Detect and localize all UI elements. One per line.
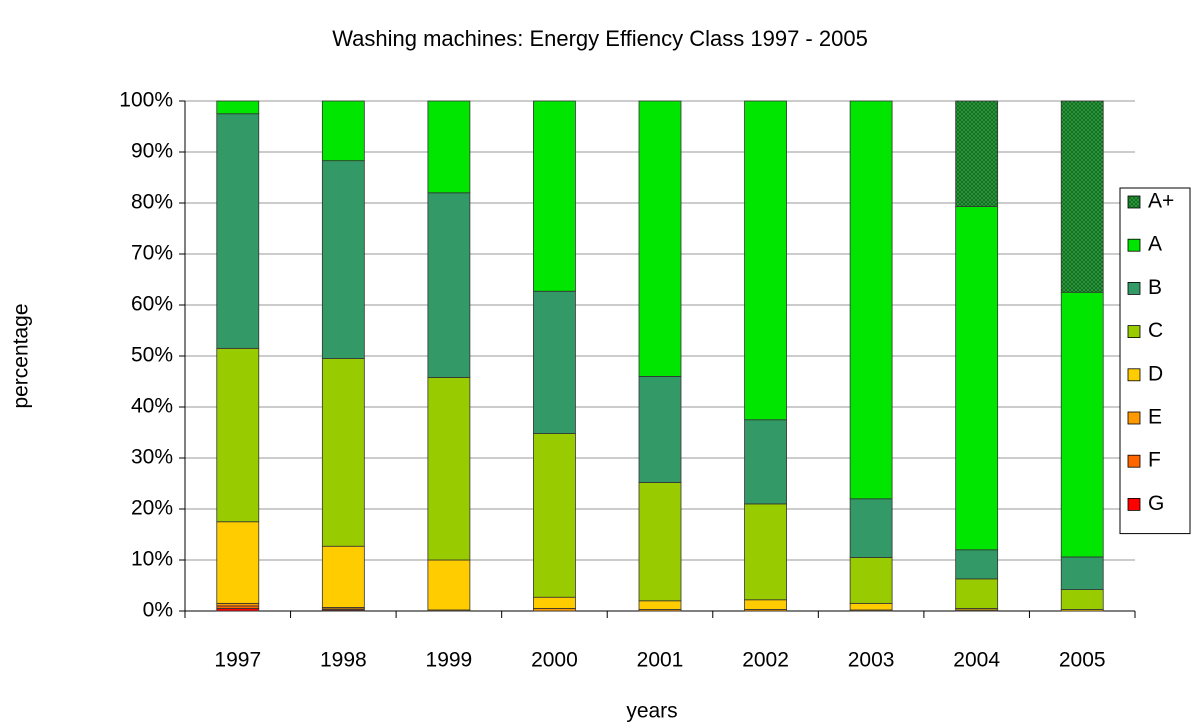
legend-label: A+: [1148, 190, 1174, 213]
bar-segment: [216, 100, 260, 115]
bar-segment: [638, 375, 682, 483]
bar-segment: [533, 433, 576, 598]
bar-segment: [955, 549, 999, 580]
bar-segment: [1060, 291, 1104, 558]
x-tick-label: 1998: [320, 649, 367, 672]
y-tick-label: 20%: [131, 497, 173, 520]
bar-segment: [955, 206, 999, 551]
y-tick-label: 80%: [131, 191, 173, 214]
bar-segment: [216, 347, 260, 523]
bar-segment: [321, 545, 365, 608]
y-tick-label: 40%: [131, 395, 173, 418]
bar-segment: [427, 192, 471, 378]
y-tick-label: 60%: [131, 293, 173, 316]
bar-segment: [427, 100, 471, 194]
bar-segment: [744, 503, 787, 601]
bar-segment: [849, 498, 893, 558]
bar-segment: [1060, 100, 1104, 293]
legend-label: F: [1148, 449, 1161, 472]
bar-segment: [533, 100, 576, 292]
bar-segment: [955, 100, 999, 207]
y-tick-label: 0%: [143, 599, 173, 622]
bar-segment: [744, 599, 787, 610]
chart-title: Washing machines: Energy Effiency Class …: [332, 26, 868, 51]
legend-swatch: [1127, 368, 1141, 382]
legend-swatch: [1127, 325, 1141, 339]
legend-label: D: [1148, 362, 1163, 385]
bar-segment: [216, 113, 260, 349]
x-tick-label: 1999: [426, 649, 473, 672]
legend-label: E: [1148, 406, 1162, 429]
legend-label: A: [1148, 233, 1162, 256]
bar-segment: [321, 100, 365, 162]
bar-segment: [638, 482, 682, 602]
bar-segment: [427, 377, 471, 561]
legend-swatch: [1127, 238, 1141, 252]
y-axis-label: percentage: [10, 303, 33, 408]
y-tick-label: 70%: [131, 242, 173, 265]
bar-segment: [427, 559, 471, 611]
y-tick-label: 90%: [131, 140, 173, 163]
x-tick-label: 2003: [848, 649, 895, 672]
x-axis-label: years: [626, 700, 677, 723]
legend-swatch: [1127, 195, 1141, 209]
bar-segment: [849, 602, 893, 611]
bar-segment: [955, 578, 999, 609]
bar-segment: [638, 100, 682, 377]
bar-segment: [533, 290, 576, 434]
bar-segment: [849, 100, 893, 500]
legend-label: G: [1148, 492, 1164, 515]
bar-segment: [744, 100, 787, 421]
legend-swatch: [1127, 454, 1141, 468]
x-tick-label: 2005: [1059, 649, 1106, 672]
bar-segment: [638, 600, 682, 610]
x-tick-label: 2001: [637, 649, 684, 672]
bar-segment: [744, 419, 787, 505]
x-tick-label: 1997: [214, 649, 261, 672]
bar-segment: [321, 160, 365, 359]
bar-segment: [1060, 556, 1104, 590]
legend-swatch: [1127, 411, 1141, 425]
legend-swatch: [1127, 281, 1141, 295]
y-tick-label: 30%: [131, 446, 173, 469]
legend-label: C: [1148, 319, 1163, 342]
x-tick-label: 2000: [531, 649, 578, 672]
y-tick-label: 100%: [119, 89, 173, 112]
bar-segment: [849, 557, 893, 604]
y-tick-label: 10%: [131, 548, 173, 571]
bar-segment: [1060, 589, 1104, 610]
legend-swatch: [1127, 497, 1141, 511]
bar-segment: [321, 358, 365, 547]
bar-segment: [216, 521, 260, 604]
x-tick-label: 2004: [953, 649, 1000, 672]
bar-segment: [533, 596, 576, 609]
legend-label: B: [1148, 276, 1162, 299]
y-tick-label: 50%: [131, 344, 173, 367]
x-tick-label: 2002: [742, 649, 789, 672]
